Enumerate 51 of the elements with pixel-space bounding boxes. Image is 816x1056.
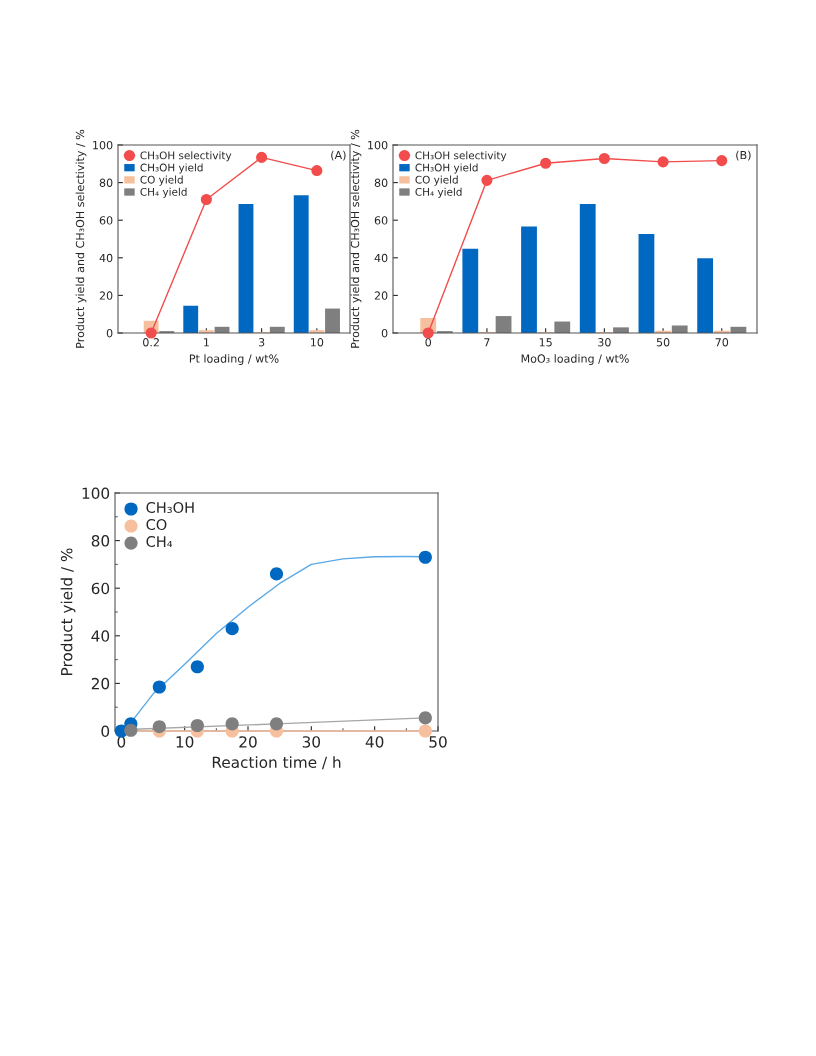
- y-tick-label: 80: [374, 178, 388, 187]
- x-tick-label: 0: [425, 338, 432, 347]
- x-tick-label: 3: [258, 338, 265, 347]
- x-tick-label: 0.2: [143, 338, 159, 347]
- legend-label: CH₃OH selectivity: [415, 151, 507, 162]
- x-tick-label: 1: [204, 338, 209, 347]
- x-axis-title: MoO₃ loading / wt%: [521, 354, 629, 365]
- y-tick-label: 20: [99, 291, 113, 300]
- y-tick-label: 100: [368, 140, 388, 150]
- legend-label: CH₄ yield: [140, 187, 187, 198]
- x-tick-label: 30: [598, 338, 611, 347]
- y-tick-label: 0: [381, 328, 388, 338]
- legend-label: CH₃OH yield: [415, 163, 478, 174]
- y-tick-label: 40: [374, 253, 388, 263]
- x-tick-label: 15: [539, 338, 552, 347]
- y-tick-label: 40: [91, 630, 110, 642]
- y-tick-label: 100: [82, 487, 110, 500]
- x-tick-label: 10: [311, 338, 324, 347]
- y-tick-label: 100: [93, 140, 113, 150]
- x-tick-label: 70: [715, 338, 729, 347]
- y-tick-label: 80: [91, 535, 110, 547]
- y-tick-label: 0: [106, 328, 113, 338]
- legend-label: CH₄ yield: [415, 187, 462, 198]
- y-axis-title: Product yield and CH₃OH selectivity / %: [75, 129, 87, 348]
- y-tick-label: 20: [91, 677, 110, 690]
- x-axis-title: Reaction time / h: [212, 756, 341, 770]
- x-tick-label: 50: [429, 736, 447, 748]
- x-axis-title: Pt loading / wt%: [189, 354, 279, 365]
- x-tick-label: 7: [484, 338, 490, 347]
- x-tick-label: 20: [239, 736, 257, 748]
- legend-label: CH₃OH: [146, 502, 194, 514]
- annotation: (B): [736, 150, 751, 161]
- legend-label: CH₃OH selectivity: [140, 151, 232, 162]
- annotation: (A): [331, 150, 346, 161]
- y-tick-label: 40: [99, 253, 113, 263]
- y-tick-label: 80: [99, 178, 113, 187]
- x-tick-label: 10: [176, 736, 194, 748]
- y-axis-title: Product yield / %: [60, 548, 76, 675]
- y-tick-label: 60: [91, 582, 110, 595]
- y-tick-label: 60: [99, 216, 113, 225]
- x-tick-label: 50: [656, 338, 670, 347]
- y-tick-label: 60: [374, 216, 388, 225]
- legend-label: CO yield: [415, 175, 458, 186]
- legend-label: CO: [146, 519, 167, 531]
- x-tick-label: 30: [302, 736, 321, 748]
- y-tick-label: 20: [374, 291, 388, 300]
- legend-label: CO yield: [140, 175, 183, 186]
- y-tick-label: 0: [101, 725, 110, 738]
- legend-label: CH₃OH yield: [140, 163, 203, 174]
- y-axis-title: Product yield and CH₃OH selectivity / %: [350, 129, 362, 348]
- legend-label: CH₄: [146, 536, 173, 548]
